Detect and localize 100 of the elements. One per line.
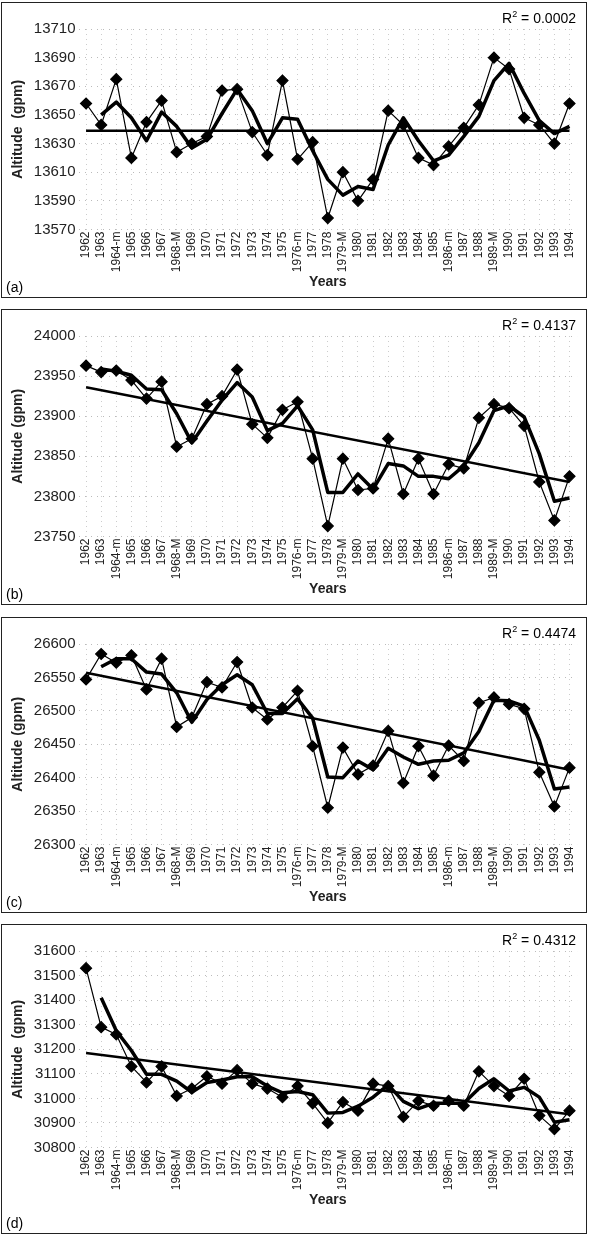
y-tick-label: 13690 <box>33 47 76 65</box>
x-tick-label: 1987 <box>456 538 471 566</box>
x-tick-label: 1970 <box>199 1149 214 1177</box>
y-tick-label: 31500 <box>33 965 76 983</box>
x-tick-label: 1967 <box>153 231 168 259</box>
x-tick-label: 1962 <box>78 231 93 259</box>
x-tick-label: 1973 <box>244 1149 259 1177</box>
x-tick-label: 1982 <box>380 231 395 259</box>
x-tick-label: 1978 <box>320 846 335 874</box>
x-tick-label: 1978 <box>320 231 335 259</box>
y-tick-label: 31200 <box>33 1039 76 1057</box>
x-tick-label: 1964-m <box>108 538 123 580</box>
y-tick-label: 13650 <box>33 105 76 123</box>
x-tick-label: 1973 <box>244 538 259 566</box>
x-tick-label: 1994 <box>561 538 576 566</box>
x-tick-label: 1977 <box>304 538 319 566</box>
x-tick-label: 1965 <box>123 1149 138 1177</box>
x-tick-label: 1962 <box>78 538 93 566</box>
x-tick-label: 1986-m <box>440 846 455 888</box>
x-tick-label: 1974 <box>259 538 274 566</box>
x-tick-label: 1981 <box>365 538 380 566</box>
x-tick-label: 1990 <box>501 1149 516 1177</box>
x-tick-label: 1963 <box>93 538 108 566</box>
x-tick-label: 1973 <box>244 846 259 874</box>
x-tick-label: 1993 <box>546 538 561 566</box>
x-tick-label: 1975 <box>274 846 289 874</box>
x-tick-label: 1983 <box>395 538 410 566</box>
y-tick-label: 31400 <box>33 990 76 1008</box>
x-tick-label: 1994 <box>561 231 576 259</box>
x-tick-label: 1968-M <box>169 538 184 580</box>
x-tick-label: 1984 <box>410 846 425 874</box>
x-tick-label: 1966 <box>138 1149 153 1177</box>
x-tick-label: 1963 <box>93 846 108 874</box>
x-tick-label: 1974 <box>259 1149 274 1177</box>
x-tick-label: 1992 <box>531 538 546 566</box>
x-tick-label: 1980 <box>350 1149 365 1177</box>
x-tick-label: 1967 <box>153 538 168 566</box>
y-tick-label: 13630 <box>33 133 76 151</box>
x-tick-label: 1980 <box>350 846 365 874</box>
y-axis-title: Altitude (gpm) <box>9 79 26 179</box>
x-tick-label: 1966 <box>138 231 153 259</box>
x-tick-label: 1980 <box>350 538 365 566</box>
y-axis-title: Altitude (gpm) <box>9 388 26 484</box>
x-tick-label: 1993 <box>546 846 561 874</box>
x-tick-label: 1983 <box>395 231 410 259</box>
x-tick-label: 1974 <box>259 846 274 874</box>
x-tick-label: 1994 <box>561 846 576 874</box>
x-tick-label: 1968-M <box>169 1149 184 1191</box>
x-tick-label: 1987 <box>456 1149 471 1177</box>
y-tick-label: 23900 <box>33 406 76 424</box>
x-tick-label: 1992 <box>531 846 546 874</box>
x-tick-label: 1979-M <box>335 231 350 273</box>
text: (c) <box>6 894 23 910</box>
y-tick-label: 23950 <box>33 366 76 384</box>
text: R$^{2}$ = 0.4474 <box>502 624 576 641</box>
y-tick-label: 13670 <box>33 76 76 94</box>
x-tick-label: 1983 <box>395 846 410 874</box>
x-tick-label: 1966 <box>138 538 153 566</box>
x-tick-label: 1974 <box>259 231 274 259</box>
x-tick-label: 1988 <box>471 846 486 874</box>
y-tick-label: 23750 <box>33 526 76 544</box>
text: (b) <box>6 586 24 602</box>
x-tick-label: 1977 <box>304 846 319 874</box>
text: (a) <box>6 279 24 295</box>
x-tick-label: 1968-M <box>169 231 184 273</box>
y-tick-label: 24000 <box>33 326 76 344</box>
x-axis-title: Years <box>309 273 347 290</box>
x-tick-label: 1982 <box>380 846 395 874</box>
x-tick-label: 1988 <box>471 231 486 259</box>
x-tick-label: 1978 <box>320 1149 335 1177</box>
x-tick-label: 1982 <box>380 538 395 566</box>
x-tick-label: 1970 <box>199 231 214 259</box>
x-tick-label: 1989-M <box>486 846 501 888</box>
y-tick-label: 26400 <box>33 767 76 785</box>
y-tick-label: 26600 <box>33 634 76 652</box>
x-tick-label: 1962 <box>78 1149 93 1177</box>
x-tick-label: 1981 <box>365 231 380 259</box>
x-tick-label: 1981 <box>365 1149 380 1177</box>
x-tick-label: 1976-m <box>289 846 304 888</box>
x-tick-label: 1984 <box>410 538 425 566</box>
y-tick-label: 23850 <box>33 446 76 464</box>
x-axis-title: Years <box>309 1191 347 1208</box>
x-tick-label: 1987 <box>456 846 471 874</box>
y-tick-label: 13610 <box>33 162 76 180</box>
x-tick-label: 1986-m <box>440 538 455 580</box>
x-tick-label: 1963 <box>93 1149 108 1177</box>
x-tick-label: 1976-m <box>289 1149 304 1191</box>
x-tick-label: 1986-m <box>440 231 455 273</box>
x-tick-label: 1993 <box>546 231 561 259</box>
x-tick-label: 1983 <box>395 1149 410 1177</box>
x-tick-label: 1988 <box>471 1149 486 1177</box>
x-tick-label: 1979-M <box>335 846 350 888</box>
y-tick-label: 26300 <box>33 834 76 852</box>
x-tick-label: 1969 <box>184 846 199 874</box>
x-tick-label: 1967 <box>153 846 168 874</box>
x-tick-label: 1978 <box>320 538 335 566</box>
x-tick-label: 1991 <box>516 231 531 259</box>
x-tick-label: 1981 <box>365 846 380 874</box>
x-tick-label: 1964-m <box>108 231 123 273</box>
text: R$^{2}$ = 0.4137 <box>502 316 576 333</box>
